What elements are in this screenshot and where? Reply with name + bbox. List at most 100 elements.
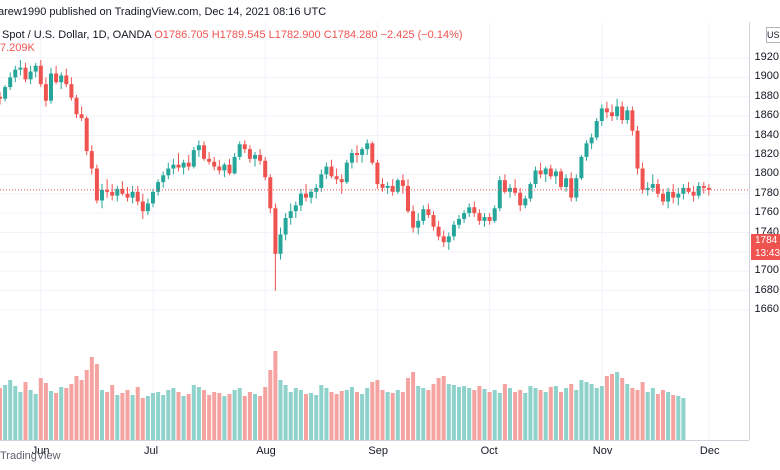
candle-body bbox=[314, 187, 319, 192]
candle-body bbox=[125, 193, 130, 198]
time-tick-label: Nov bbox=[592, 445, 613, 457]
candle-body bbox=[273, 208, 278, 254]
volume-bar bbox=[151, 393, 155, 440]
candle-body bbox=[691, 191, 696, 196]
volume-bar bbox=[222, 396, 227, 440]
volume-bar bbox=[564, 388, 569, 440]
publish-info: arew1990 published on TradingView.com, D… bbox=[0, 6, 327, 18]
volume-bar bbox=[635, 390, 640, 440]
candle-body bbox=[559, 171, 563, 187]
volume-bar bbox=[431, 384, 436, 440]
candle-body bbox=[145, 203, 150, 212]
volume-bar bbox=[370, 382, 375, 440]
candle-body bbox=[130, 191, 135, 198]
volume-bar bbox=[375, 380, 380, 440]
price-tick-label: 1840 bbox=[754, 128, 779, 141]
candle-body bbox=[599, 108, 604, 122]
volume-bar bbox=[457, 387, 461, 440]
symbol-name[interactable]: Spot / U.S. Dollar, 1D, OANDA bbox=[2, 29, 152, 41]
candle-body bbox=[477, 213, 482, 221]
candle-body bbox=[564, 178, 569, 187]
candle-body bbox=[186, 162, 191, 167]
volume-bar bbox=[232, 390, 237, 440]
candle-body bbox=[426, 209, 431, 216]
volume-bar bbox=[584, 382, 589, 440]
volume-bar bbox=[610, 374, 614, 440]
volume-bar bbox=[161, 395, 166, 440]
volume-bar bbox=[661, 390, 665, 440]
volume-bar bbox=[273, 351, 278, 440]
candle-body bbox=[446, 236, 451, 243]
volume-bar bbox=[89, 357, 94, 440]
volume-bar bbox=[100, 390, 104, 440]
time-axis[interactable]: Jun Jul Aug Sep Oct Nov Dec bbox=[0, 440, 749, 463]
candle-body bbox=[610, 112, 614, 117]
volume-bar bbox=[324, 388, 329, 440]
volume-bar bbox=[625, 384, 630, 440]
price-tick-label: 1900 bbox=[754, 70, 779, 83]
price-axis[interactable]: 1920 1900 1880 1860 1840 1820 1800 1780 1760 1740… bbox=[749, 22, 780, 440]
volume-bar bbox=[487, 392, 492, 440]
candle-body bbox=[23, 67, 28, 80]
candle-body bbox=[120, 188, 125, 194]
candle-body bbox=[650, 184, 655, 188]
close-value: C1784.280 bbox=[323, 29, 378, 41]
candle-body bbox=[513, 187, 518, 193]
time-tick-label: Jun bbox=[31, 445, 50, 457]
volume-bar bbox=[574, 390, 579, 440]
volume-bar bbox=[604, 376, 609, 440]
candle-body bbox=[553, 171, 558, 177]
candle-body bbox=[462, 213, 467, 219]
candle-body bbox=[156, 182, 161, 192]
candle-body bbox=[329, 166, 334, 177]
volume-bar bbox=[365, 388, 370, 440]
candle-body bbox=[355, 153, 359, 155]
volume-bar bbox=[472, 390, 477, 440]
candle-body bbox=[151, 191, 155, 204]
price-tick-label: 1660 bbox=[754, 303, 779, 316]
current-price-label: 1784 13:43 bbox=[751, 234, 780, 260]
candle-body bbox=[538, 170, 543, 175]
candle-body bbox=[467, 207, 472, 214]
candle-body bbox=[543, 168, 548, 175]
volume-bar bbox=[8, 380, 13, 440]
candle-body bbox=[395, 180, 400, 192]
candle-body bbox=[54, 73, 59, 83]
volume-bar bbox=[589, 384, 594, 440]
volume-bar bbox=[528, 386, 533, 440]
volume-bar bbox=[304, 394, 308, 440]
time-tick-label: Oct bbox=[480, 445, 498, 457]
candle-body bbox=[523, 198, 528, 206]
candle-body bbox=[176, 164, 181, 168]
candle-body bbox=[589, 137, 594, 144]
chart-area[interactable] bbox=[0, 22, 749, 440]
candle-body bbox=[655, 184, 660, 194]
candle-body bbox=[380, 184, 385, 188]
candle-body bbox=[232, 156, 237, 174]
symbol-legend: Spot / U.S. Dollar, 1D, OANDA O1786.705 … bbox=[2, 29, 463, 41]
volume-bar bbox=[176, 392, 181, 440]
volume-bar bbox=[615, 372, 620, 440]
candle-body bbox=[706, 187, 711, 190]
volume-bar bbox=[207, 395, 212, 440]
candle-body bbox=[110, 191, 115, 196]
tradingview-logo[interactable]: TradingView bbox=[0, 450, 61, 462]
candle-body bbox=[497, 180, 502, 209]
candle-body bbox=[13, 69, 18, 78]
candle-body bbox=[579, 156, 584, 179]
candle-body bbox=[344, 162, 349, 183]
price-tick-label: 1700 bbox=[754, 264, 779, 277]
volume-bar bbox=[258, 396, 263, 440]
candle-body bbox=[0, 96, 2, 99]
candle-body bbox=[502, 180, 507, 192]
candle-body bbox=[620, 106, 625, 121]
volume-bar bbox=[655, 394, 660, 440]
candle-body bbox=[569, 178, 574, 198]
candle-body bbox=[487, 216, 492, 221]
candle-body bbox=[8, 77, 13, 88]
bar-countdown: 13:43 bbox=[755, 248, 780, 259]
candle-body bbox=[171, 164, 176, 169]
currency-badge[interactable]: USD bbox=[766, 27, 780, 43]
volume-bar bbox=[314, 395, 319, 440]
volume-bar bbox=[599, 386, 604, 440]
